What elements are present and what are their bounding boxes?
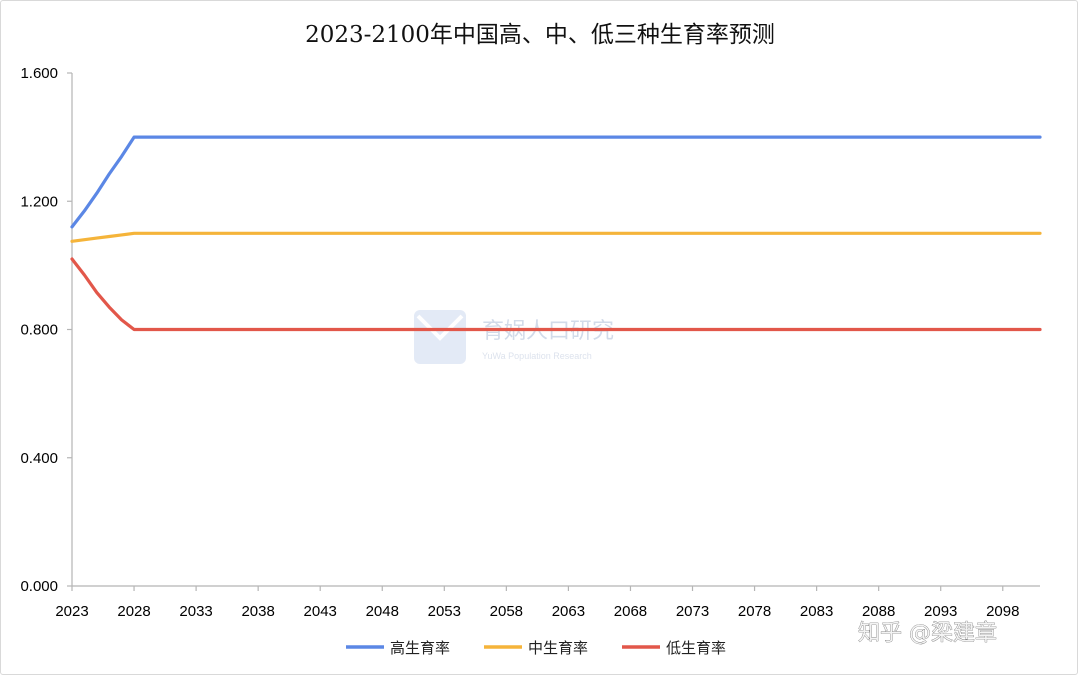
x-tick-label: 2088: [862, 603, 895, 620]
axes: 0.000 0.400 0.800 1.200 1.600 2023 2028 2033 203…: [20, 65, 1040, 620]
legend-label-1: 高生育率: [390, 639, 450, 657]
x-tick-label: 2053: [428, 603, 461, 620]
x-tick-label: 2073: [676, 603, 709, 620]
watermark-subtext: YuWa Population Research: [482, 351, 592, 361]
credit-watermark: 知乎 @梁建章: [858, 621, 997, 646]
watermark-text: 育娲人口研究: [482, 319, 614, 344]
legend-label-2: 中生育率: [528, 639, 588, 657]
x-tick-label: 2098: [986, 603, 1019, 620]
x-tick-label: 2083: [800, 603, 833, 620]
series-line-1: [70, 135, 1042, 229]
series-lines: [70, 135, 1042, 332]
y-tick-label: 0.800: [20, 322, 58, 339]
legend: 高生育率 中生育率 低生育率: [346, 639, 726, 657]
legend-label-3: 低生育率: [666, 639, 726, 657]
x-tick-label: 2028: [117, 603, 150, 620]
x-tick-label: 2033: [179, 603, 212, 620]
watermark: 育娲人口研究 YuWa Population Research: [414, 310, 614, 364]
x-tick-label: 2038: [241, 603, 274, 620]
x-tick-label: 2063: [552, 603, 585, 620]
series-line-3: [70, 257, 1042, 332]
x-tick-label: 2058: [490, 603, 523, 620]
y-tick-label: 1.200: [20, 193, 58, 210]
x-tick-label: 2023: [55, 603, 88, 620]
x-tick-label: 2043: [304, 603, 337, 620]
x-tick-label: 2093: [924, 603, 957, 620]
x-tick-label: 2048: [366, 603, 399, 620]
y-tick-label: 1.600: [20, 65, 58, 82]
chart-title: 2023-2100年中国高、中、低三种生育率预测: [305, 22, 775, 48]
x-tick-label: 2078: [738, 603, 771, 620]
y-tick-label: 0.000: [20, 578, 58, 595]
series-line-2: [70, 231, 1042, 243]
y-tick-label: 0.400: [20, 450, 58, 467]
x-tick-label: 2068: [614, 603, 647, 620]
